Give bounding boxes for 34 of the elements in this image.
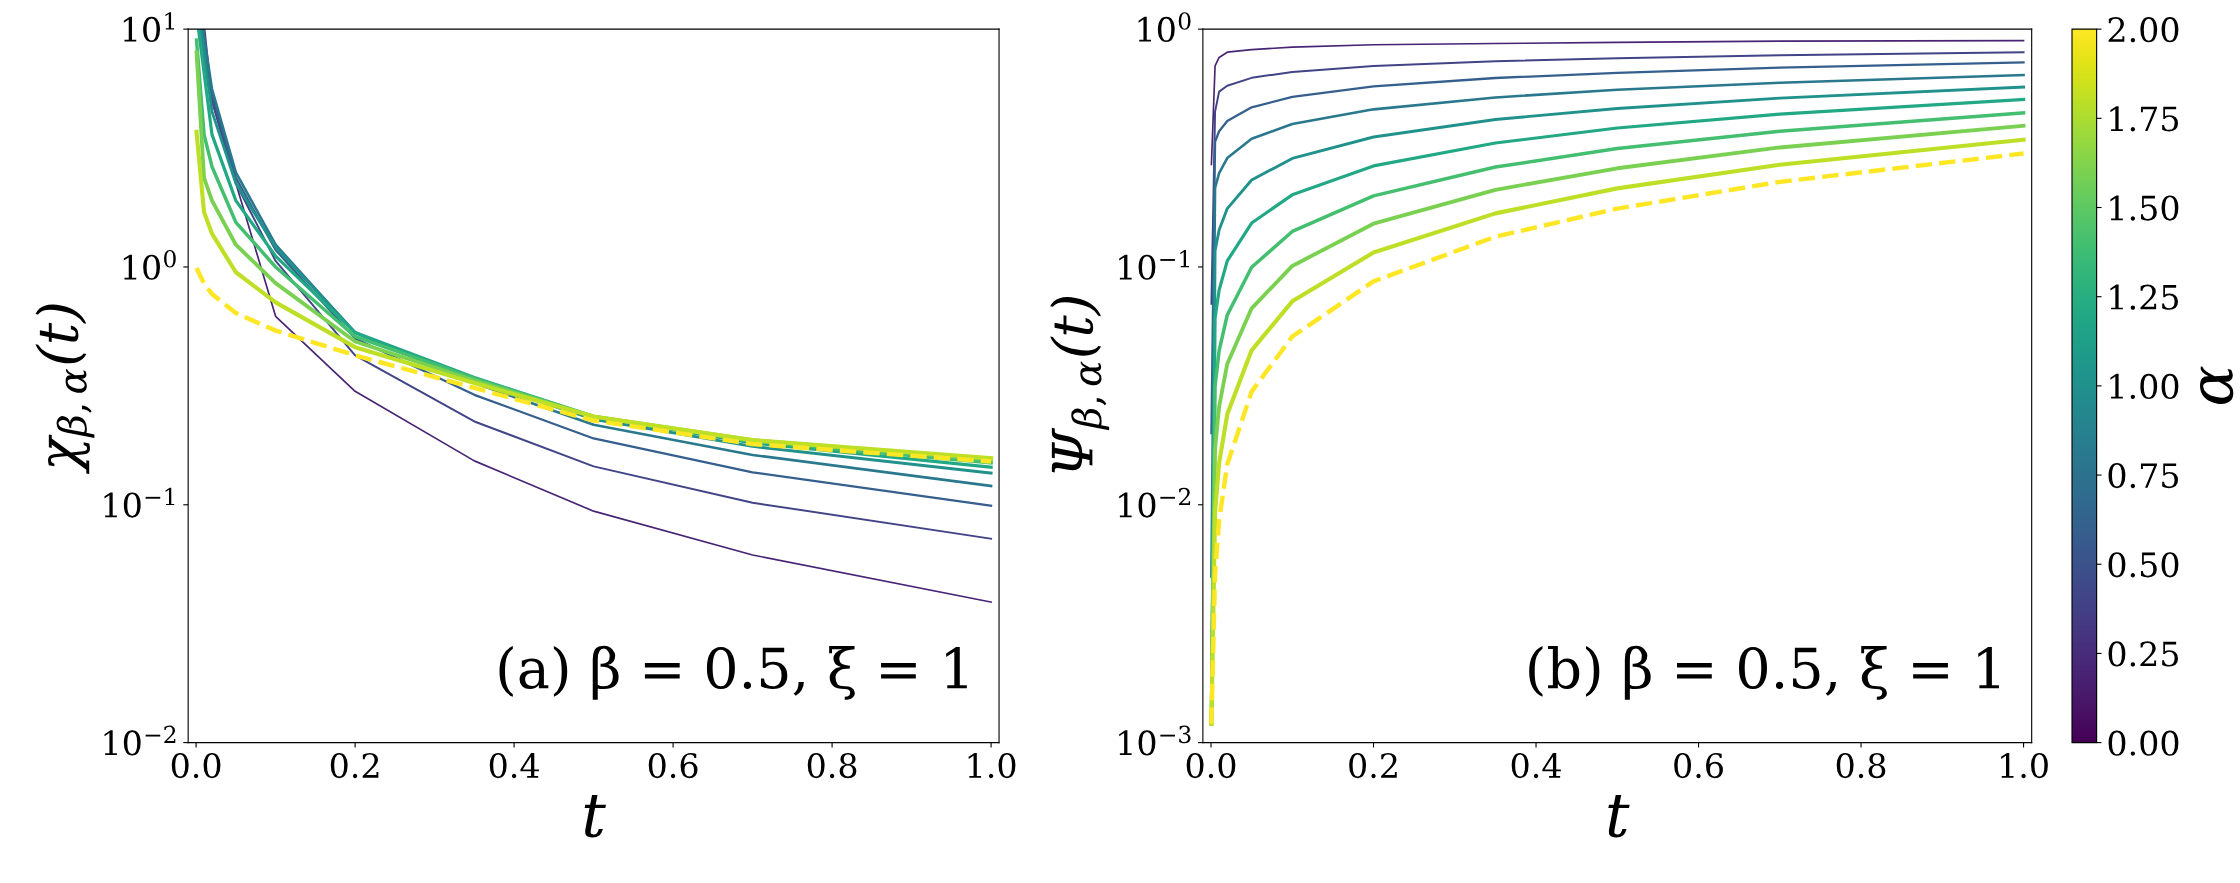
y-tick-label: 10$^{−2}$ [1119,487,1190,518]
annotation: (b) β = 0.5, ξ = 1 [1529,645,1999,700]
annotation: (a) β = 0.5, ξ = 1 [499,645,967,700]
color-bar-label: 1.75 [2110,106,2179,132]
y-axis-title: χ$_{β,α}$(t) [35,304,95,475]
y-tick-label: 10$^{0}$ [1138,12,1191,43]
y-axis-title: Ψ$_{β,α}$(t) [1050,297,1110,473]
color-bar-label: 1.00 [2110,373,2179,400]
x-tick-label: 0.6 [648,752,698,779]
x-tick-label: 0.0 [171,752,221,779]
x-axis-title: t [584,795,606,838]
x-tick-label: 0.2 [330,752,379,779]
x-tick-label: 0.4 [489,752,539,779]
color-bar-label: 0.50 [2108,552,2179,578]
x-tick-label: 0.8 [807,752,857,779]
color-bar-label: 1.50 [2110,195,2179,221]
color-bar-label: 1.25 [2110,284,2179,310]
y-tick-label: 10$^{−1}$ [104,487,175,518]
x-tick-label: 0.0 [1186,752,1236,779]
color-bar-label: 0.00 [2108,730,2179,756]
y-tick-label: 10$^{−1}$ [1119,249,1189,280]
x-tick-label: 0.6 [1674,752,1723,779]
x-tick-label: 1.0 [2001,752,2048,779]
x-axis-title: t [1608,795,1630,838]
color-bar-label: 2.00 [2108,17,2179,43]
color-bar-title: α [2200,366,2234,404]
x-tick-label: 0.8 [1836,752,1886,779]
x-tick-label: 0.2 [1349,752,1397,779]
y-tick-label: 10$^{1}$ [123,12,175,43]
y-tick-label: 10$^{0}$ [123,249,176,280]
color-bar-label: 0.25 [2108,641,2179,667]
x-tick-label: 1.0 [968,752,1016,779]
x-tick-label: 0.4 [1511,752,1561,779]
color-bar-label: 0.75 [2108,462,2179,489]
